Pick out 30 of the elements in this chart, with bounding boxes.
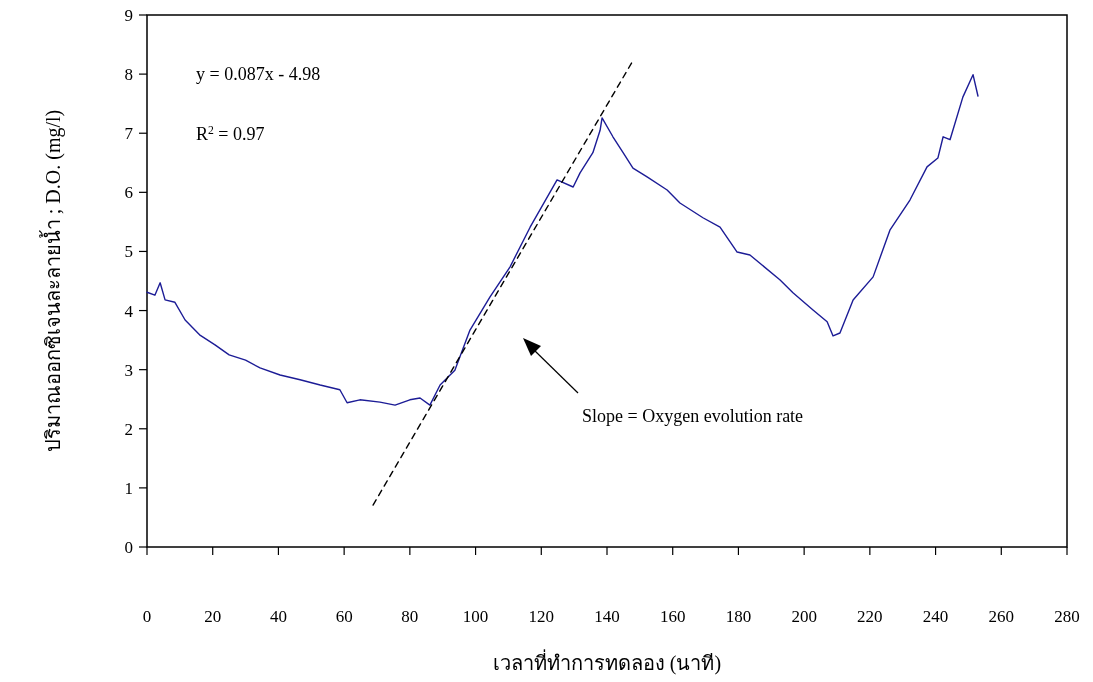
y-tick-label: 7 (124, 124, 134, 144)
x-tick-label: 160 (659, 607, 686, 626)
annotation: Slope = Oxygen evolution rate (582, 406, 804, 426)
annotation: R$^{2}$ = 0.97 (196, 123, 265, 144)
x-tick-label: 280 (1054, 607, 1080, 626)
x-tick-label: 40 (269, 607, 287, 626)
y-tick-label: 8 (124, 65, 133, 85)
x-tick-label: 80 (401, 607, 419, 626)
y-tick-label: 0 (124, 537, 133, 557)
x-tick-label: 100 (462, 607, 489, 626)
x-axis-title: เวลาที่ทำการทดลอง (นาที) (492, 649, 722, 675)
annotation: y = 0.087x - 4.98 (196, 64, 321, 84)
y-tick-label: 6 (124, 183, 133, 203)
x-tick-label: 0 (142, 607, 152, 626)
x-tick-label: 180 (725, 607, 752, 626)
x-tick-label: 140 (594, 607, 620, 626)
x-tick-label: 20 (204, 607, 222, 626)
x-tick-label: 220 (857, 607, 883, 626)
y-tick-label: 2 (124, 419, 133, 439)
y-axis-title: ปริมาณออกซิเจนละลายน้ำ ; D.O. (mg/l) (39, 109, 65, 453)
y-tick-label: 5 (124, 242, 133, 262)
y-tick-label: 1 (124, 478, 133, 498)
y-tick-label: 4 (124, 301, 134, 321)
x-tick-label: 60 (335, 607, 353, 626)
y-tick-label: 3 (124, 360, 133, 380)
x-tick-label: 240 (922, 607, 949, 626)
x-tick-label: 120 (528, 607, 555, 626)
x-tick-label: 260 (988, 607, 1015, 626)
x-tick-label: 200 (791, 607, 817, 626)
y-tick-label: 9 (124, 5, 133, 25)
